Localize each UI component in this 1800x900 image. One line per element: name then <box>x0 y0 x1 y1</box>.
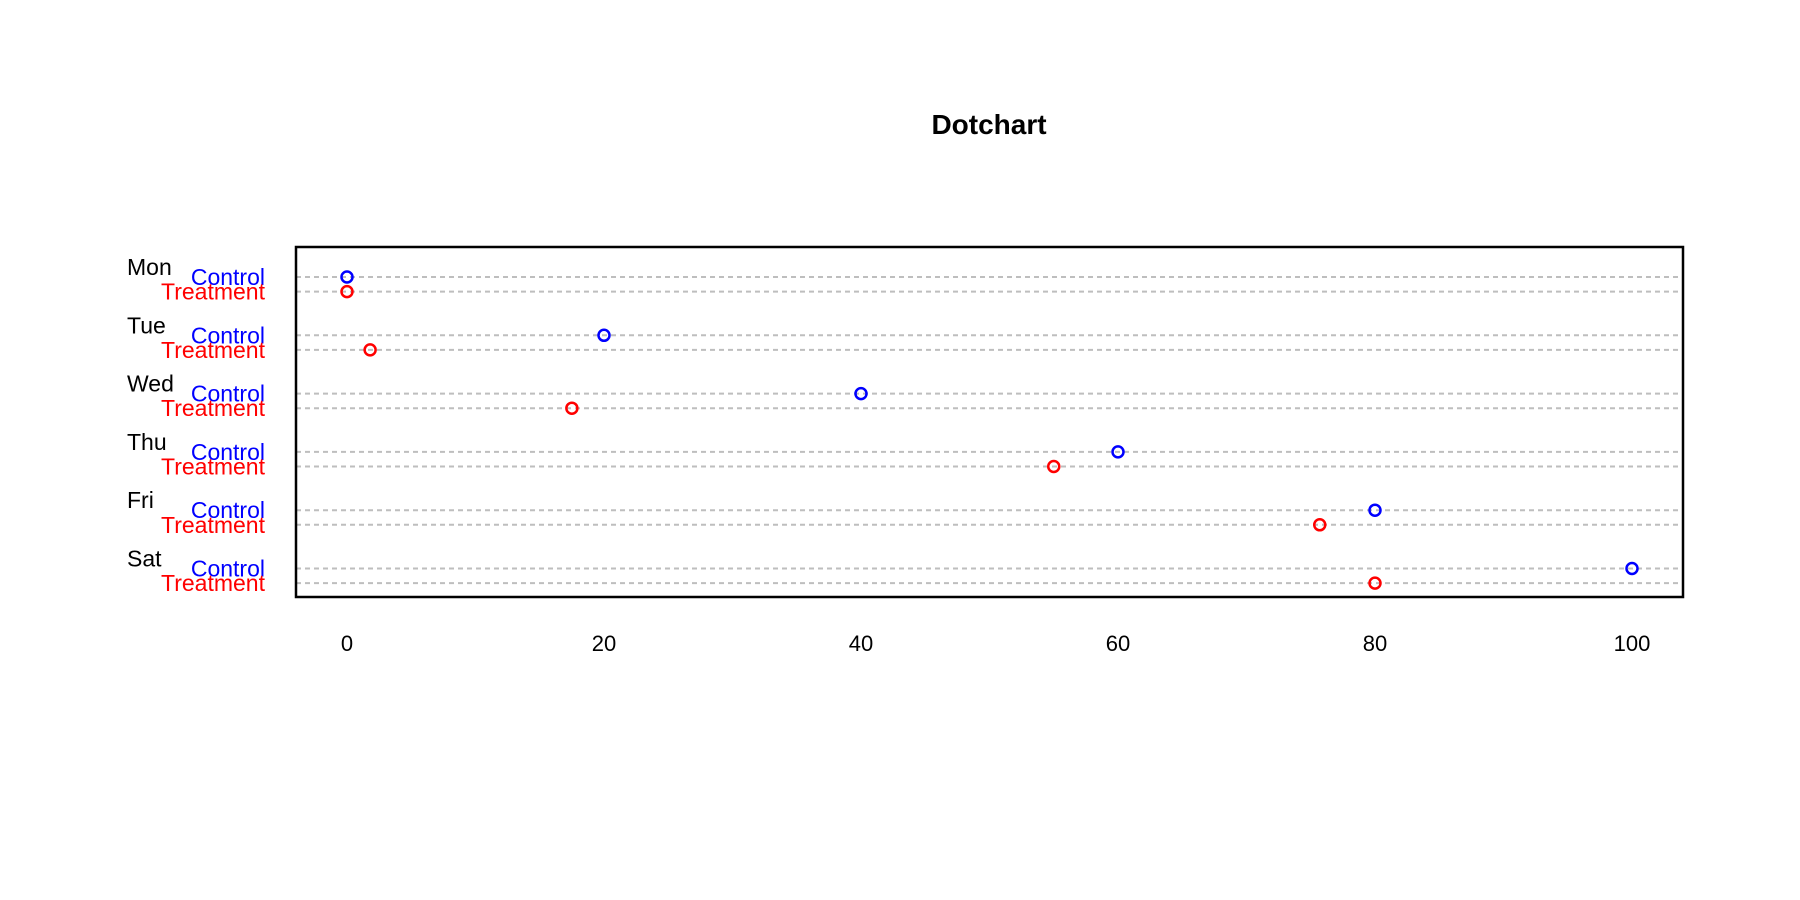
row-label-control: Control <box>191 439 265 465</box>
group-label-tue: Tue <box>127 312 166 338</box>
group-label-wed: Wed <box>127 371 174 397</box>
point-wed-treatment <box>565 401 579 415</box>
point-fri-control <box>1368 503 1382 517</box>
chart-title: Dotchart <box>931 109 1046 140</box>
row-label-control: Control <box>191 497 265 523</box>
group-label-mon: Mon <box>127 254 172 280</box>
x-tick-label-80: 80 <box>1363 631 1387 656</box>
data-points <box>340 270 1639 590</box>
x-tick-label-40: 40 <box>849 631 873 656</box>
row-label-treatment: Treatment <box>161 395 266 421</box>
group-label-thu: Thu <box>127 429 167 455</box>
point-mon-control <box>340 270 354 284</box>
point-thu-treatment <box>1047 459 1061 474</box>
point-thu-control <box>1111 445 1125 459</box>
x-tick-label-60: 60 <box>1106 631 1130 656</box>
point-mon-treatment <box>340 284 354 299</box>
point-tue-control <box>597 328 611 343</box>
x-tick-label-20: 20 <box>592 631 616 656</box>
row-label-treatment: Treatment <box>161 337 266 363</box>
x-axis: 0 20 40 60 80 100 <box>341 631 1651 656</box>
point-sat-control <box>1625 561 1639 576</box>
row-label-treatment: Treatment <box>161 570 266 596</box>
row-label-treatment: Treatment <box>161 454 266 480</box>
row-label-treatment: Treatment <box>161 512 266 538</box>
plot-frame <box>294 245 1685 599</box>
group-label-sat: Sat <box>127 546 162 572</box>
x-tick-label-0: 0 <box>341 631 353 656</box>
point-fri-treatment <box>1312 518 1327 532</box>
group-label-fri: Fri <box>127 487 154 513</box>
row-label-control: Control <box>191 556 265 582</box>
point-tue-treatment <box>363 343 377 357</box>
point-wed-control <box>854 386 868 401</box>
row-label-control: Control <box>191 381 265 407</box>
point-sat-treatment <box>1368 576 1382 590</box>
row-label-control: Control <box>191 264 265 290</box>
x-tick-label-100: 100 <box>1614 631 1651 656</box>
row-label-treatment: Treatment <box>161 279 266 305</box>
gridlines <box>296 276 1683 585</box>
row-label-control: Control <box>191 322 265 348</box>
